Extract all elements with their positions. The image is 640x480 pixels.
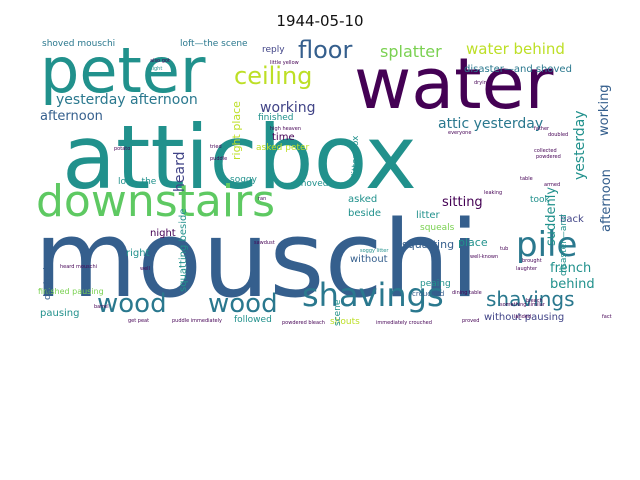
word-beside: beside xyxy=(348,208,381,219)
word-suddenly: suddenly xyxy=(544,187,559,246)
word-shoved: shoved xyxy=(296,179,328,189)
word-collected: collected xyxy=(534,148,557,154)
word-immediately-crouched: immediately crouched xyxy=(376,320,432,326)
word-behind: behind xyxy=(550,277,595,292)
word-potato: potato xyxy=(114,146,130,152)
word-finished-pausing: finished pausing xyxy=(38,287,104,296)
word-well: well xyxy=(140,266,150,272)
word-peaing: peaing xyxy=(420,279,451,289)
word-pausing: pausing xyxy=(40,308,80,319)
word-right: right xyxy=(126,248,150,259)
word-heard: heard xyxy=(172,152,188,192)
word-sitting: sitting xyxy=(442,195,483,210)
word-get-peat: get peat xyxy=(128,318,149,324)
word-squeals: squeals xyxy=(420,223,455,233)
word-time: time xyxy=(272,132,295,143)
word-asked: asked xyxy=(348,194,377,205)
word-shavings-main: shavings xyxy=(302,276,444,314)
word-shouts: shouts xyxy=(330,317,360,327)
word-wood-left: wood xyxy=(97,289,167,319)
word-bleach: bleach xyxy=(526,298,543,304)
word-something-similar: something similar xyxy=(500,302,546,308)
word-shavings-right: shavings xyxy=(486,287,575,311)
word-right-place: right place xyxy=(230,101,243,160)
word-finished: finished xyxy=(258,113,294,123)
word-reply: reply xyxy=(262,45,285,55)
word-night: night xyxy=(150,228,176,239)
word-powdered: powdered xyxy=(536,154,561,160)
word-afternoon-left: afternoon xyxy=(40,109,103,124)
word-working-right: working xyxy=(597,84,612,136)
word-yesterday-right: yesterday xyxy=(572,110,588,180)
word-high-heaven: high heaven xyxy=(270,126,301,132)
word-water: water xyxy=(354,43,554,125)
word-squatting: squatting xyxy=(402,238,454,251)
word-working-left: working xyxy=(260,100,316,116)
word-drying: drying xyxy=(474,80,490,86)
word-peter: peter xyxy=(40,34,206,107)
word-took: took xyxy=(530,195,551,205)
word-shoved-mouschi: shoved mouschi xyxy=(42,39,115,49)
word-proved: proved xyxy=(462,318,479,324)
word-soggy: soggy xyxy=(230,175,258,185)
word-tried: tried xyxy=(210,144,222,150)
word-puddle-immediately: puddle immediately xyxy=(172,318,222,324)
word-armed: armed xyxy=(544,182,560,188)
word-asked-peter: asked peter xyxy=(256,143,310,153)
word-squatting-beside: squatting beside xyxy=(178,209,189,293)
word-scene: scene xyxy=(333,299,343,326)
word-leaking: leaking xyxy=(484,190,502,196)
word-without-pausing: without pausing xyxy=(484,312,564,323)
word-floor: floor xyxy=(298,36,352,64)
word-well-known: well-known xyxy=(470,254,498,260)
word-followed: followed xyxy=(234,315,272,325)
figure-title: 1944-05-10 xyxy=(276,12,364,30)
word-without: without xyxy=(350,254,388,265)
word-loft-the: loft—the xyxy=(118,177,157,187)
word-water-behind: water behind xyxy=(466,40,565,58)
word-also-got: also got xyxy=(150,58,170,64)
word-father: father xyxy=(534,126,550,132)
word-disaster-and: disaster—and xyxy=(559,214,569,276)
word-atticbox: atticbox xyxy=(62,106,417,209)
word-sawdust: sawdust xyxy=(254,240,275,246)
word-barrel: barrel xyxy=(94,304,109,310)
word-crouched: crouched xyxy=(412,290,444,298)
word-afternoon-right: afternoon xyxy=(599,169,614,232)
word-ran: ran xyxy=(258,196,266,202)
word-heard-mouschi: heard mouschi xyxy=(60,264,97,270)
word-yesterday-afternoon: yesterday afternoon xyxy=(56,92,198,108)
word-attic-yesterday: attic yesterday xyxy=(438,116,543,132)
word-mouschi: mouschi xyxy=(34,198,479,321)
word-litter: litter xyxy=(416,210,441,221)
word-fact: fact xyxy=(602,314,612,320)
word-landed: landed xyxy=(514,314,531,320)
word-dining-table: dining table xyxy=(452,290,482,296)
word-pile: pile xyxy=(516,225,577,265)
word-french: french xyxy=(550,261,591,276)
word-everyone: everyone xyxy=(448,130,471,136)
word-powdered-bleach: powdered bleach xyxy=(282,320,325,326)
word-litter-box: litter box xyxy=(351,135,361,176)
word-brought: brought xyxy=(522,258,542,264)
word-tub: tub xyxy=(500,246,508,252)
word-ceiling: ceiling xyxy=(234,62,312,90)
word-dashed: dashed xyxy=(43,267,53,300)
word-back: back xyxy=(560,214,584,225)
word-wood-mid: wood xyxy=(208,289,278,319)
word-soggy-litter: soggy litter xyxy=(360,248,389,254)
word-sight: sight xyxy=(150,66,162,72)
word-downstairs: downstairs xyxy=(36,176,275,227)
word-laughter: laughter xyxy=(516,266,538,272)
word-puddle: puddle xyxy=(210,156,227,162)
word-table: table xyxy=(520,176,533,182)
word-doubled: doubled xyxy=(548,132,568,138)
word-place: place xyxy=(458,236,488,249)
word-disaster-shoved: disaster—and shoved xyxy=(464,64,572,75)
word-splatter: splatter xyxy=(380,42,442,61)
word-little-yellow: little yellow xyxy=(270,60,299,66)
word-loft-scene: loft—the scene xyxy=(180,39,248,49)
